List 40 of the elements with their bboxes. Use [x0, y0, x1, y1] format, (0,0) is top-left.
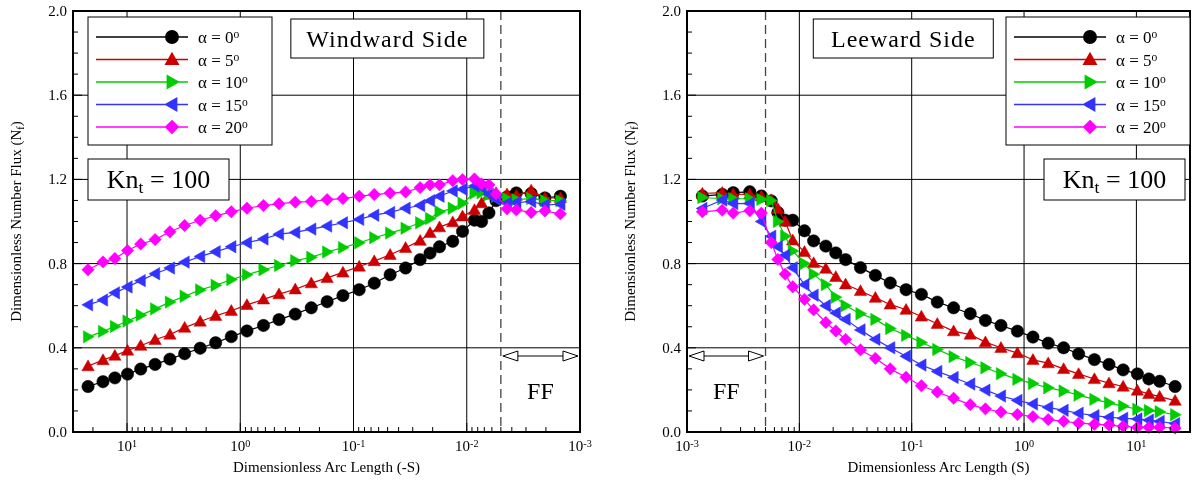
x-tick-label: 10$^{-3}$ [568, 438, 592, 454]
y-tick-label: 2.0 [48, 3, 67, 19]
annotation: Kn$_{t}$ = 100 [106, 165, 211, 197]
legend-label: α = 10$^{o}$ [198, 73, 248, 92]
annotation: FF [527, 378, 554, 404]
text: Windward Side [306, 26, 469, 52]
y-tick-label: 1.2 [662, 171, 681, 188]
x-axis-title: Dimensionless Arc Length (S) [847, 459, 1030, 476]
x-tick-label: 10$^{-2}$ [455, 438, 479, 454]
legend-label: α = 15$^{o}$ [198, 95, 248, 115]
legend-label: α = 20$^{o}$ [198, 118, 248, 137]
legend-label: α = 0$^{o}$ [198, 28, 240, 47]
y-tick-label: 0.8 [48, 255, 67, 272]
x-tick-label: 10$^{-1}$ [341, 438, 366, 454]
legend-label: α = 20$^{o}$ [1116, 118, 1166, 137]
x-tick-label: 10$^{0}$ [230, 438, 251, 454]
y-tick-label: 0.0 [662, 424, 681, 440]
y-tick-label: 0.0 [48, 424, 67, 440]
x-tick-label: 10$^{-3}$ [675, 438, 699, 454]
x-tick-label: 10$^{1}$ [116, 438, 138, 454]
annotation: Kn$_{t}$ = 100 [1062, 165, 1167, 197]
text: Leeward Side [830, 26, 976, 52]
y-tick-label: 1.6 [48, 87, 68, 104]
y-tick-label: 1.6 [662, 87, 682, 104]
legend-label: α = 5$^{o}$ [1116, 50, 1158, 70]
y-tick-label: 0.8 [662, 255, 681, 272]
y-tick-label: 2.0 [662, 3, 681, 19]
x-tick-label: 10$^{-2}$ [787, 438, 812, 454]
annotation: FF [712, 378, 740, 404]
x-axis-title: Dimensionless Arc Length (-S) [232, 459, 421, 476]
legend-label: α = 0$^{o}$ [1116, 28, 1158, 47]
x-tick-label: 10$^{-1}$ [899, 438, 924, 454]
x-tick-label: 10$^{1}$ [1126, 438, 1147, 454]
legend-label: α = 5$^{o}$ [198, 50, 240, 70]
legend-label: α = 15$^{o}$ [1116, 95, 1166, 115]
y-tick-label: 0.4 [48, 339, 68, 356]
legend-label: α = 10$^{o}$ [1116, 73, 1166, 92]
y-tick-label: 0.4 [662, 339, 682, 356]
x-tick-label: 10$^{0}$ [1014, 438, 1035, 454]
y-tick-label: 1.2 [48, 171, 67, 188]
